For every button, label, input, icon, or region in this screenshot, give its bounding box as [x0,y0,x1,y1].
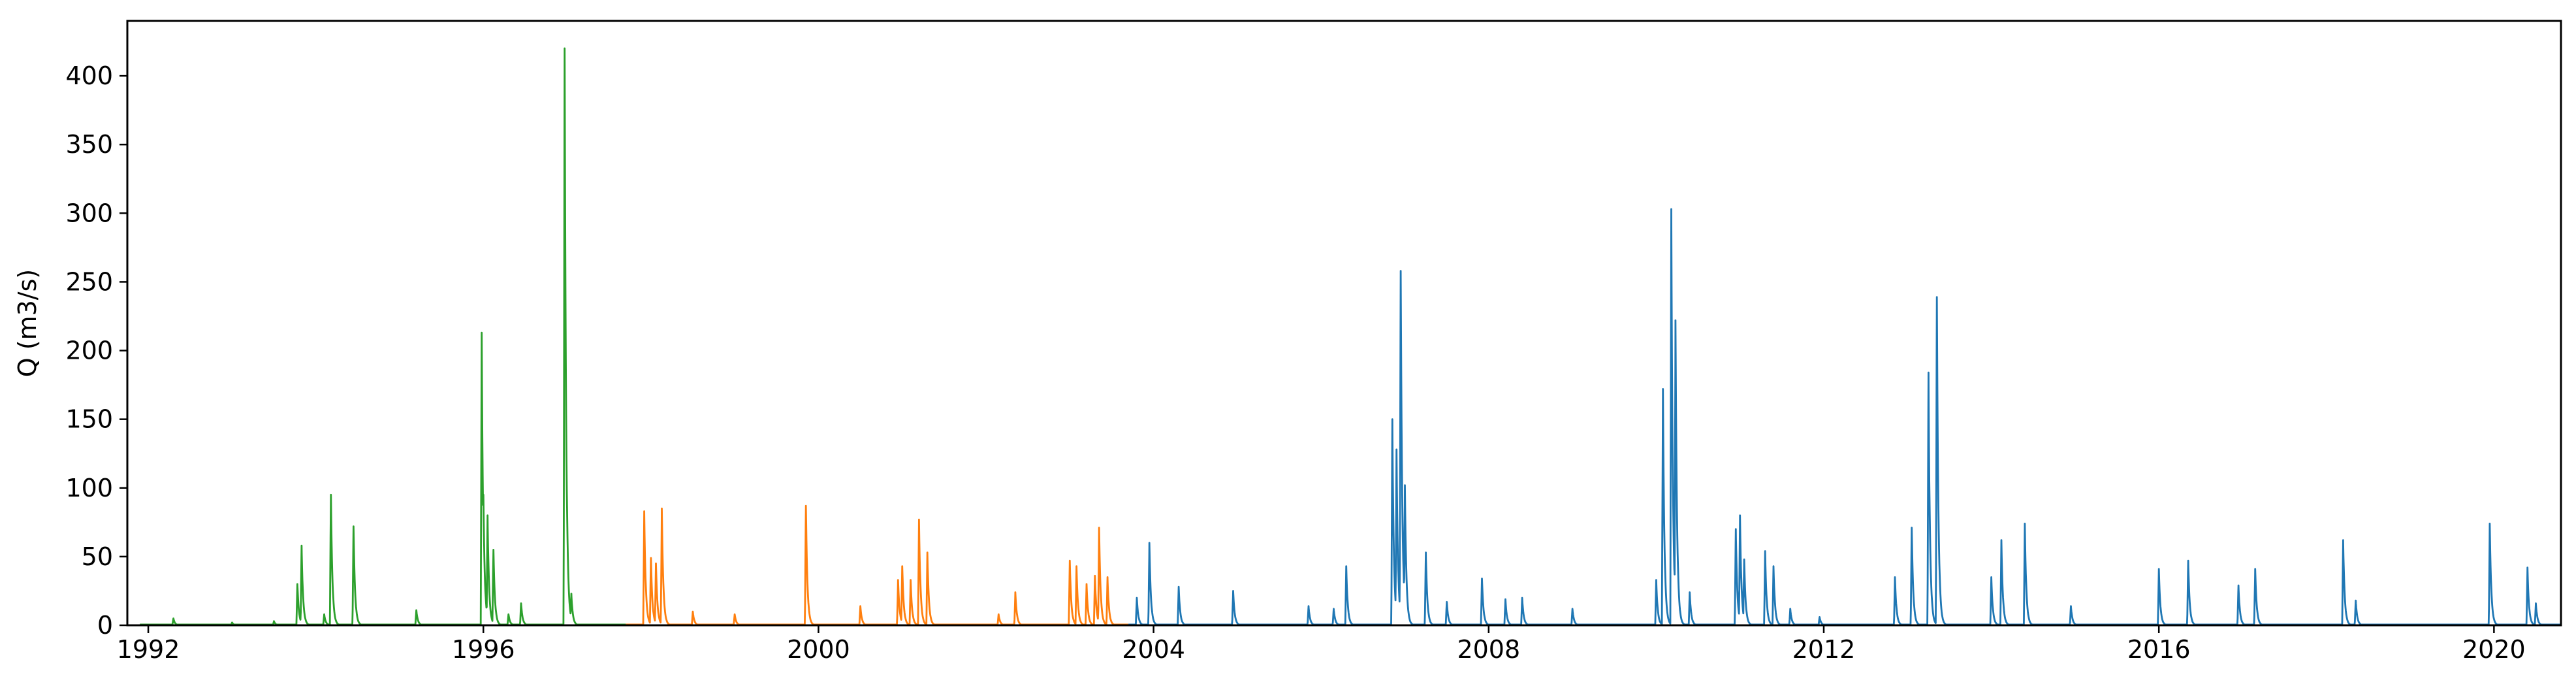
x-axis: 1992 1996 2000 2004 2008 2012 2016 2020 [117,625,2526,664]
y-axis-title: Q (m3/s) [13,269,42,377]
plot-frame [126,20,2562,627]
y-tick-label: 50 [82,542,113,571]
x-tick-label: 2008 [1457,635,1520,664]
x-tick-label: 2016 [2127,635,2191,664]
x-tick-label: 2004 [1122,635,1185,664]
y-tick-label: 200 [65,336,113,365]
y-tick-label: 400 [65,61,113,90]
y-tick-label: 350 [65,130,113,159]
x-tick-label: 1992 [117,635,180,664]
y-tick-label: 300 [65,199,113,227]
y-tick-label: 100 [65,474,113,502]
x-tick-label: 2020 [2462,635,2526,664]
x-tick-label: 2012 [1792,635,1856,664]
y-tick-label: 250 [65,267,113,296]
x-tick-label: 1996 [452,635,515,664]
y-axis: 0 50 100 150 200 250 300 350 400 [65,61,127,640]
y-tick-label: 0 [97,611,113,640]
y-tick-label: 150 [65,405,113,434]
x-tick-label: 2000 [787,635,850,664]
